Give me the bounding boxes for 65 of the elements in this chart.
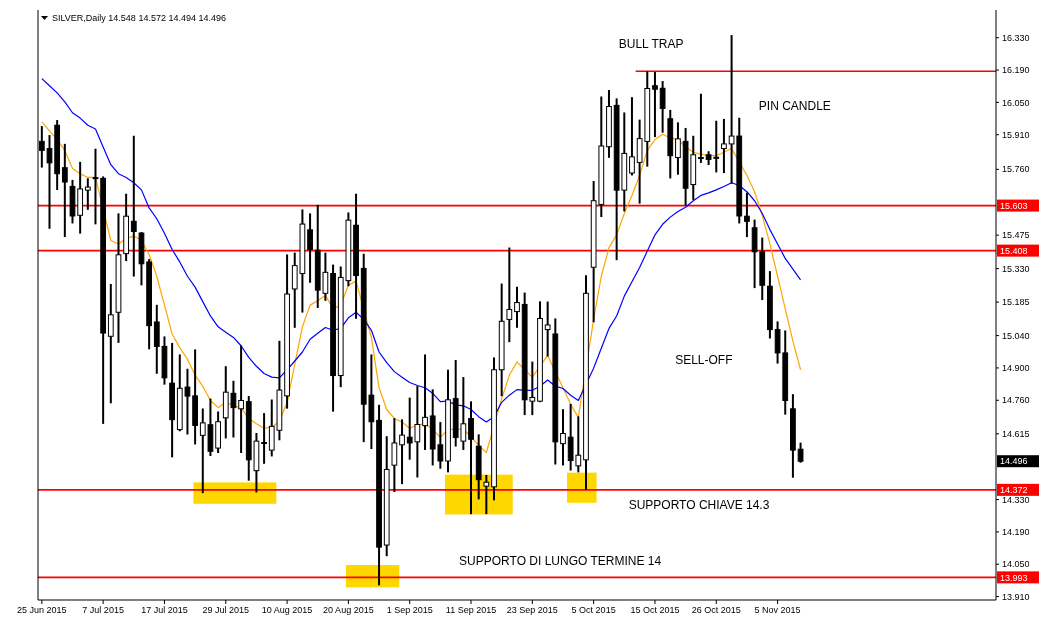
x-tick-label: 15 Oct 2015	[630, 605, 680, 615]
candlestick	[61, 143, 68, 238]
candlestick	[483, 475, 490, 515]
x-tick-label: 17 Jul 2015	[141, 605, 188, 615]
candlestick	[506, 247, 513, 343]
y-tick-label: 14.050	[1002, 559, 1030, 570]
candlestick	[544, 301, 551, 357]
x-tick-label: 10 Aug 2015	[261, 605, 313, 615]
candlestick	[721, 118, 727, 174]
annotation: PIN CANDLE	[758, 99, 831, 114]
x-tick-label: 5 Oct 2015	[571, 605, 616, 615]
x-tick-label: 23 Sep 2015	[506, 605, 558, 615]
candlestick	[391, 418, 398, 493]
x-tick-label: 29 Jul 2015	[202, 605, 250, 615]
candlestick	[675, 122, 681, 175]
y-tick-label: 13.910	[1002, 591, 1030, 602]
annotation: SUPPORTO CHIAVE 14.3	[628, 497, 770, 512]
y-tick-label: 16.190	[1002, 65, 1030, 76]
y-tick-label: 15.185	[1002, 297, 1030, 308]
annotation: SUPPORTO DI LUNGO TERMINE 14	[459, 553, 662, 568]
line-series	[41, 121, 802, 454]
ref-line-label: 13.993	[1000, 572, 1028, 583]
x-tick-label: 1 Sep 2015	[386, 605, 433, 615]
x-tick-label: 25 Jun 2015	[17, 605, 67, 615]
annotation: SELL-OFF	[675, 353, 733, 367]
candlestick	[698, 93, 704, 163]
candlestick	[261, 413, 267, 464]
y-tick-label: 14.190	[1002, 527, 1030, 538]
candlestick	[307, 213, 313, 283]
chart-title: SILVER,Daily 14.548 14.572 14.494 14.496	[52, 13, 226, 23]
text: 14.496	[1000, 456, 1028, 467]
candlestick	[659, 81, 666, 133]
y-tick-label: 16.050	[1002, 97, 1030, 108]
y-tick-label: 15.040	[1002, 330, 1030, 341]
x-tick-label: 5 Nov 2015	[754, 605, 801, 615]
x-tick-label: 26 Oct 2015	[691, 605, 741, 615]
x-tick-label: 11 Sep 2015	[445, 605, 497, 615]
candlestick	[107, 284, 114, 404]
y-tick-label: 14.615	[1002, 428, 1030, 439]
candlestick	[560, 409, 566, 466]
y-tick-label: 15.760	[1002, 164, 1030, 175]
candlestick	[130, 135, 137, 277]
x-tick-label: 20 Aug 2015	[323, 605, 374, 615]
y-tick-label: 16.330	[1002, 32, 1030, 43]
candlestick	[514, 286, 520, 328]
ref-line-label: 15.603	[1000, 200, 1028, 211]
y-tick-label: 15.475	[1002, 230, 1030, 241]
candlestick	[468, 401, 474, 515]
y-tick-label: 14.330	[1002, 494, 1030, 505]
candlestick	[238, 345, 244, 453]
candlestick	[629, 97, 635, 176]
ref-line-label: 14.372	[1000, 485, 1028, 495]
candlestick	[84, 178, 91, 210]
y-tick-label: 14.760	[1002, 395, 1030, 406]
candlestick	[422, 354, 428, 450]
annotation: BULL TRAP	[618, 37, 684, 52]
ref-line-label: 15.408	[1000, 245, 1028, 256]
y-tick-label: 15.330	[1002, 263, 1030, 274]
x-tick-label: 7 Jul 2015	[82, 605, 124, 615]
candlestick	[744, 192, 750, 238]
candlestick	[797, 442, 804, 463]
candlestick	[652, 72, 658, 138]
candlestick	[399, 419, 405, 485]
y-tick-label: 14.900	[1002, 363, 1030, 374]
y-tick-label: 15.910	[1002, 129, 1030, 140]
